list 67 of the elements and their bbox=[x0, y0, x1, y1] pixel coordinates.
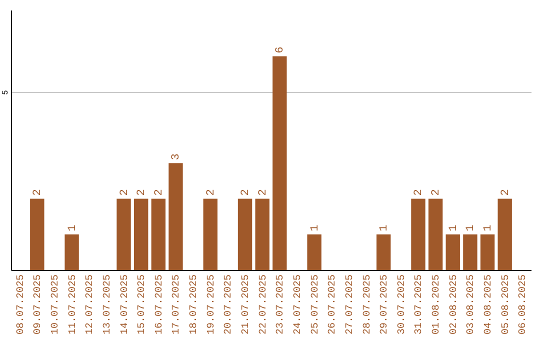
x-tick-label: 30.07.2025 bbox=[396, 274, 408, 335]
data-label: 2 bbox=[153, 189, 166, 196]
bar bbox=[498, 198, 512, 270]
x-tick-label: 06.08.2025 bbox=[518, 274, 530, 335]
bar bbox=[64, 234, 79, 270]
bar bbox=[446, 234, 460, 270]
x-tick-label: 15.07.2025 bbox=[137, 274, 148, 335]
bar bbox=[376, 234, 391, 270]
data-label: 2 bbox=[240, 189, 252, 196]
x-tick-label: 28.07.2025 bbox=[362, 274, 374, 335]
bar bbox=[463, 234, 478, 270]
data-label: 1 bbox=[378, 224, 391, 232]
bar bbox=[411, 198, 426, 270]
y-tick-label: 5 bbox=[2, 90, 10, 95]
x-tick-label: 21.07.2025 bbox=[241, 274, 252, 335]
x-tick-label: 13.07.2025 bbox=[102, 274, 114, 335]
x-tick-label: 01.08.2025 bbox=[432, 274, 443, 335]
data-label: 2 bbox=[413, 189, 426, 196]
x-tick-label: 20.07.2025 bbox=[224, 274, 235, 335]
bar bbox=[151, 198, 166, 270]
data-label: 6 bbox=[274, 46, 287, 54]
x-tick-label: 03.08.2025 bbox=[466, 274, 478, 335]
x-tick-label: 23.07.2025 bbox=[276, 274, 287, 335]
data-label: 2 bbox=[118, 189, 131, 196]
bar bbox=[30, 198, 44, 270]
x-tick-label: 14.07.2025 bbox=[120, 274, 131, 335]
x-tick-label: 17.07.2025 bbox=[172, 274, 183, 335]
bar bbox=[272, 56, 287, 270]
x-tick-label: 26.07.2025 bbox=[328, 274, 339, 335]
x-tick-label: 05.08.2025 bbox=[500, 274, 512, 335]
x-tick-label: 22.07.2025 bbox=[258, 274, 270, 335]
bar bbox=[255, 198, 270, 270]
data-label: 3 bbox=[170, 154, 183, 160]
data-label: 1 bbox=[309, 224, 322, 232]
bar bbox=[428, 198, 443, 270]
data-label: 1 bbox=[66, 224, 79, 232]
x-tick-label: 09.07.2025 bbox=[33, 274, 44, 335]
data-label: 1 bbox=[482, 224, 495, 232]
x-tick-label: 19.07.2025 bbox=[206, 274, 218, 335]
x-tick-label: 24.07.2025 bbox=[292, 274, 304, 335]
data-label: 2 bbox=[32, 189, 44, 196]
bar bbox=[116, 198, 131, 270]
x-tick-label: 18.07.2025 bbox=[189, 274, 200, 335]
x-tick-label: 25.07.2025 bbox=[310, 274, 322, 335]
x-tick-label: 04.08.2025 bbox=[484, 274, 495, 335]
data-label: 1 bbox=[465, 224, 478, 232]
x-tick-label: 11.07.2025 bbox=[68, 274, 79, 335]
bar bbox=[307, 234, 322, 270]
bar bbox=[480, 234, 495, 270]
x-tick-label: 27.07.2025 bbox=[344, 274, 356, 335]
x-tick-label: 31.07.2025 bbox=[414, 274, 426, 335]
bar bbox=[238, 198, 252, 270]
data-label: 2 bbox=[500, 189, 512, 196]
x-tick-label: 08.07.2025 bbox=[16, 274, 27, 335]
data-label: 2 bbox=[430, 189, 443, 196]
data-label: 2 bbox=[257, 189, 270, 196]
bar bbox=[168, 163, 183, 270]
x-tick-label: 12.07.2025 bbox=[85, 274, 96, 335]
x-tick-label: 29.07.2025 bbox=[380, 274, 391, 335]
bar bbox=[134, 198, 148, 270]
data-label: 1 bbox=[448, 224, 460, 232]
data-label: 2 bbox=[205, 189, 218, 196]
x-tick-label: 16.07.2025 bbox=[154, 274, 166, 335]
bar bbox=[203, 198, 218, 270]
data-label: 2 bbox=[136, 189, 148, 196]
x-tick-label: 02.08.2025 bbox=[448, 274, 460, 335]
x-tick-label: 10.07.2025 bbox=[50, 274, 62, 335]
